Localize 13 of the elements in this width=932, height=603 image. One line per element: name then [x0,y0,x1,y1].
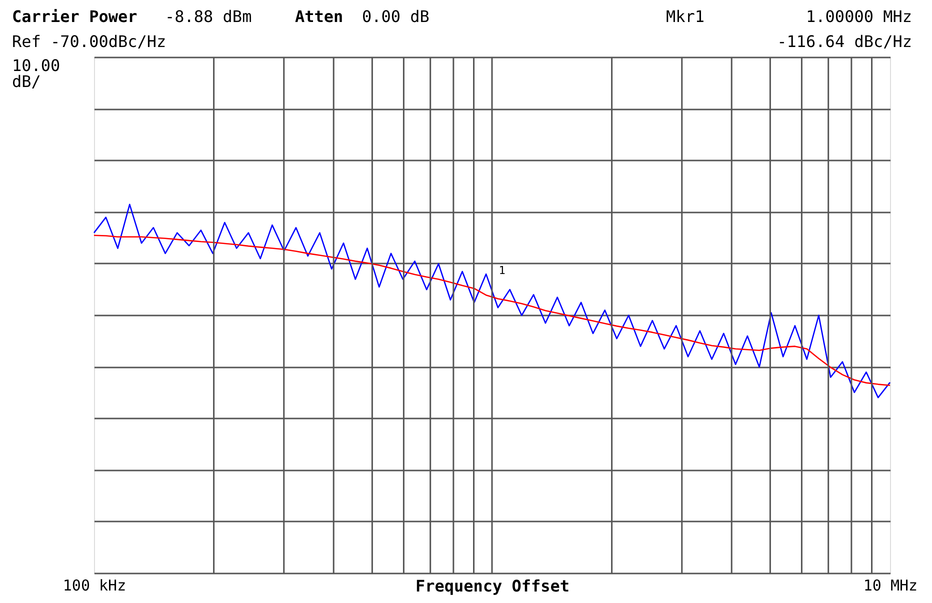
x-tick-label: 100 kHz [62,576,126,594]
x-axis-title: Frequency Offset [415,576,570,596]
text: Carrier Power [12,7,138,26]
text: Mkr1 [666,7,705,26]
text: 10.00 dB/ [12,56,60,91]
annotation: 1 [498,264,506,277]
x-tick-label: 10 MHz [863,576,918,594]
text: Atten [295,7,344,26]
text: -8.88 dBm [165,7,252,26]
text: 1.00000 MHz [806,7,912,26]
text: -116.64 dBc/Hz [777,32,912,51]
text: Ref -70.00dBc/Hz [12,32,166,51]
text: 0.00 dB [362,7,430,26]
